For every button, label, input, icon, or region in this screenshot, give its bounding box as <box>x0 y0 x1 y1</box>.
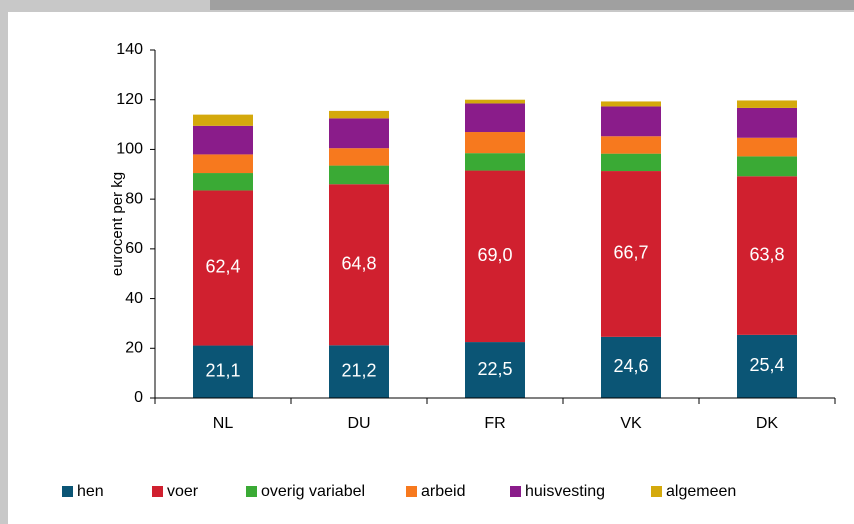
data-label: 62,4 <box>205 257 240 277</box>
legend-swatch <box>62 486 73 497</box>
data-label: 64,8 <box>341 254 376 274</box>
chart-panel <box>8 12 854 524</box>
bar-segment <box>601 171 661 337</box>
bar-segment <box>737 137 797 157</box>
bar-segment <box>329 110 389 119</box>
data-label: 25,4 <box>749 355 784 375</box>
data-label: 69,0 <box>477 245 512 265</box>
bar-segment <box>329 345 389 398</box>
bar-segment <box>465 103 525 133</box>
legend-swatch <box>406 486 417 497</box>
legend-label: overig variabel <box>261 483 365 500</box>
y-tick-label: 60 <box>125 240 143 257</box>
legend-swatch <box>510 486 521 497</box>
bar-segment <box>465 170 525 343</box>
legend-label: arbeid <box>421 483 465 500</box>
bar-segment <box>329 118 389 149</box>
bar-segment <box>737 156 797 177</box>
bar-segment <box>465 99 525 104</box>
x-tick-label: DU <box>347 415 370 432</box>
x-tick-label: NL <box>213 415 234 432</box>
legend-label: huisvesting <box>525 483 605 500</box>
bar-segment <box>193 125 253 155</box>
y-tick-label: 140 <box>116 41 143 58</box>
x-tick-label: FR <box>484 415 505 432</box>
header-bar <box>210 0 854 10</box>
data-label: 66,7 <box>613 243 648 263</box>
data-label: 24,6 <box>613 356 648 376</box>
bar-segment <box>737 107 797 138</box>
y-tick-label: 80 <box>125 190 143 207</box>
y-tick-label: 120 <box>116 91 143 108</box>
bar-segment <box>737 176 797 335</box>
legend-swatch <box>246 486 257 497</box>
bar-segment <box>329 184 389 346</box>
legend-label: hen <box>77 483 104 500</box>
bar-segment <box>737 100 797 108</box>
bar-segment <box>601 336 661 398</box>
bar-segment <box>737 334 797 398</box>
bar-segment <box>465 342 525 398</box>
legend-label: voer <box>167 483 199 500</box>
bar-segment <box>329 148 389 166</box>
legend-label: algemeen <box>666 483 736 500</box>
data-label: 21,1 <box>205 361 240 381</box>
bar-segment <box>329 165 389 185</box>
x-tick-label: DK <box>756 415 779 432</box>
bar-segment <box>601 101 661 107</box>
y-tick-label: 0 <box>134 389 143 406</box>
bar-segment <box>601 106 661 137</box>
bar-segment <box>193 114 253 126</box>
bar-segment <box>465 132 525 154</box>
y-axis-label: eurocent per kg <box>109 172 126 276</box>
bar-segment <box>193 190 253 346</box>
data-label: 21,2 <box>341 360 376 380</box>
data-label: 22,5 <box>477 359 512 379</box>
bar-segment <box>465 153 525 171</box>
bar-segment <box>193 345 253 398</box>
legend-swatch <box>651 486 662 497</box>
bar-segment <box>601 153 661 172</box>
data-label: 63,8 <box>749 244 784 264</box>
x-tick-label: VK <box>620 415 642 432</box>
y-tick-label: 20 <box>125 340 143 357</box>
y-tick-label: 100 <box>116 141 143 158</box>
bar-segment <box>601 136 661 154</box>
bar-segment <box>193 154 253 174</box>
legend-swatch <box>152 486 163 497</box>
bar-segment <box>193 173 253 191</box>
y-tick-label: 40 <box>125 290 143 307</box>
